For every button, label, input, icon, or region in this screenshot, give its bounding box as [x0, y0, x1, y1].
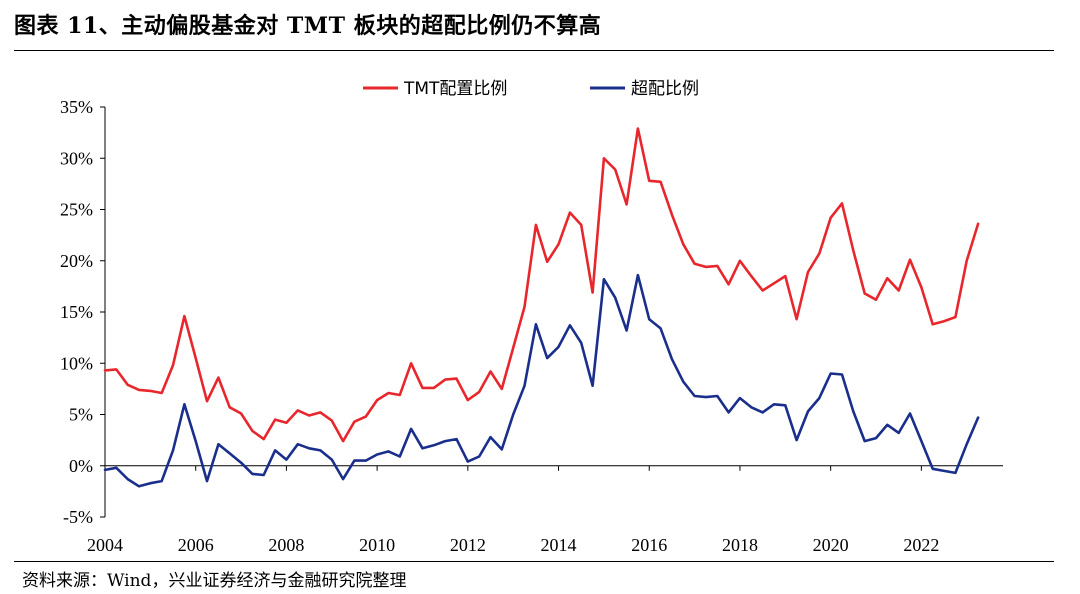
source-divider — [14, 561, 1054, 562]
x-tick-label: 2020 — [813, 535, 849, 555]
plot-frame — [104, 107, 1003, 517]
x-tick-label: 2016 — [631, 535, 667, 555]
legend-label: TMT配置比例 — [403, 79, 507, 99]
y-tick-label: 15% — [60, 302, 93, 322]
y-tick-label: 10% — [60, 353, 93, 373]
y-tick-label: 5% — [69, 405, 93, 425]
source-note: 资料来源：Wind，兴业证券经济与金融研究院整理 — [22, 571, 407, 591]
y-axis: 35% 30% 25% 20% 15% 10% 5% 0% -5% — [60, 97, 105, 527]
y-tick-label: 0% — [69, 456, 93, 476]
x-axis: 2004 2006 2008 2010 2012 2014 2016 2018 2020 2022 — [87, 465, 939, 555]
series-layer — [103, 127, 980, 488]
x-tick-label: 2014 — [541, 535, 577, 555]
y-tick-label: 20% — [60, 251, 93, 271]
series-line-overweight — [103, 273, 980, 488]
title-divider — [14, 50, 1054, 51]
y-tick-label: 35% — [60, 97, 93, 117]
legend-label: 超配比例 — [631, 79, 699, 99]
legend: TMT配置比例 超配比例 — [363, 79, 699, 99]
x-tick-label: 2006 — [178, 535, 214, 555]
y-tick-label: 30% — [60, 148, 93, 168]
x-tick-label: 2010 — [359, 535, 395, 555]
x-tick-label: 2012 — [450, 535, 486, 555]
x-tick-label: 2022 — [903, 535, 939, 555]
x-tick-label: 2004 — [87, 535, 123, 555]
x-tick-label: 2018 — [722, 535, 758, 555]
y-tick-label: -5% — [63, 507, 93, 527]
y-tick-label: 25% — [60, 200, 93, 220]
page-title: 图表 11、主动偏股基金对 TMT 板块的超配比例仍不算高 — [14, 13, 602, 39]
x-tick-label: 2008 — [268, 535, 304, 555]
series-line-tmt-allocation — [103, 127, 980, 443]
